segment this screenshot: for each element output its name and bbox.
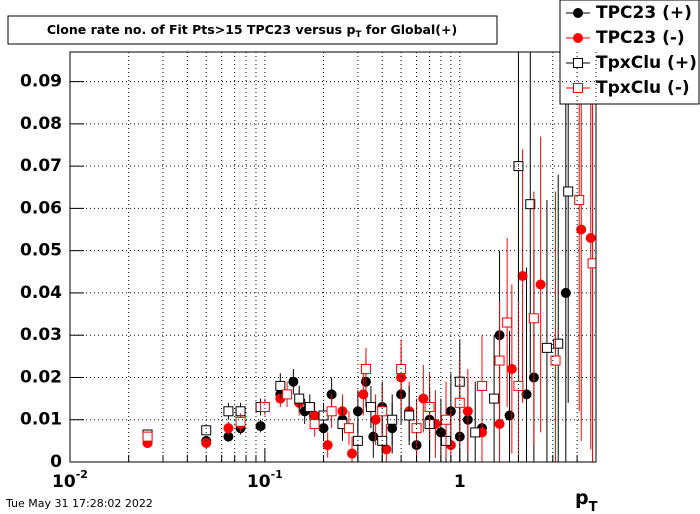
y-tick-label: 0.08 <box>20 114 62 134</box>
marker <box>347 448 358 459</box>
legend-marker <box>573 33 583 43</box>
x-tick-exp: -2 <box>76 468 88 481</box>
marker <box>365 402 376 413</box>
y-tick-label: 0.06 <box>20 198 62 218</box>
title-box <box>7 15 498 45</box>
y-tick-label: 0.04 <box>20 283 62 303</box>
x-tick-base: 10 <box>247 472 271 492</box>
legend-marker <box>573 83 583 93</box>
y-tick-label: 0.05 <box>20 241 62 261</box>
marker <box>576 224 587 235</box>
x-tick-exp: -1 <box>271 468 283 481</box>
marker <box>454 397 465 408</box>
x-tick-base: 10 <box>52 472 76 492</box>
x-tick-label: 1 <box>454 472 466 492</box>
timestamp: Tue May 31 17:28:02 2022 <box>5 497 153 510</box>
marker <box>304 402 315 413</box>
marker <box>259 402 270 413</box>
marker <box>585 232 596 243</box>
marker <box>535 279 546 290</box>
marker <box>489 393 500 404</box>
marker <box>352 406 363 417</box>
marker <box>553 338 564 349</box>
legend-label: TpxClu (+) <box>596 53 697 73</box>
marker <box>541 342 552 353</box>
y-tick-label: 0.02 <box>20 367 62 387</box>
marker <box>506 364 517 375</box>
marker <box>462 406 473 417</box>
x-axis-label: pT <box>575 487 598 514</box>
marker <box>528 313 539 324</box>
y-tick-label: 0 <box>50 452 62 472</box>
marker <box>235 416 246 427</box>
marker <box>550 355 561 366</box>
marker <box>294 393 305 404</box>
y-tick-label: 0.01 <box>20 410 62 430</box>
x-tick-base: 1 <box>454 472 466 492</box>
y-tick-label: 0.03 <box>20 325 62 345</box>
marker <box>223 406 234 417</box>
marker <box>201 425 212 436</box>
plot-area <box>142 52 596 462</box>
marker <box>381 444 392 455</box>
marker <box>404 410 415 421</box>
legend-marker <box>573 8 583 18</box>
marker <box>504 410 515 421</box>
marker <box>360 364 371 375</box>
marker <box>517 271 528 282</box>
legend-label: TPC23 (-) <box>596 28 685 48</box>
marker <box>326 406 337 417</box>
marker <box>368 431 379 442</box>
marker <box>343 423 354 434</box>
marker <box>502 317 513 328</box>
marker <box>494 355 505 366</box>
marker <box>201 437 212 448</box>
marker <box>574 194 585 205</box>
marker <box>418 393 429 404</box>
marker <box>494 418 505 429</box>
x-tick-label: 10-1 <box>247 468 283 492</box>
marker <box>521 389 532 400</box>
marker <box>255 421 266 432</box>
frame <box>69 51 597 463</box>
marker <box>587 258 596 269</box>
marker <box>282 389 293 400</box>
y-tick-label: 0.09 <box>20 72 62 92</box>
marker <box>275 380 286 391</box>
marker <box>377 406 388 417</box>
marker <box>142 431 153 442</box>
chart-title: Clone rate no. of Fit Pts>15 TPC23 versu… <box>47 22 457 40</box>
y-tick-label: 0.07 <box>20 156 62 176</box>
marker <box>424 402 435 413</box>
marker <box>513 380 524 391</box>
marker <box>563 186 574 197</box>
marker <box>309 418 320 429</box>
legend <box>559 0 700 105</box>
marker <box>476 380 487 391</box>
marker <box>470 427 481 438</box>
legend-marker <box>573 58 583 68</box>
marker <box>223 423 234 434</box>
legend-label: TPC23 (+) <box>596 3 692 23</box>
marker <box>322 440 333 451</box>
marker <box>387 414 398 425</box>
marker <box>288 376 299 387</box>
marker <box>358 389 369 400</box>
x-tick-label: 10-2 <box>52 468 88 492</box>
legend-label: TpxClu (-) <box>596 78 690 98</box>
